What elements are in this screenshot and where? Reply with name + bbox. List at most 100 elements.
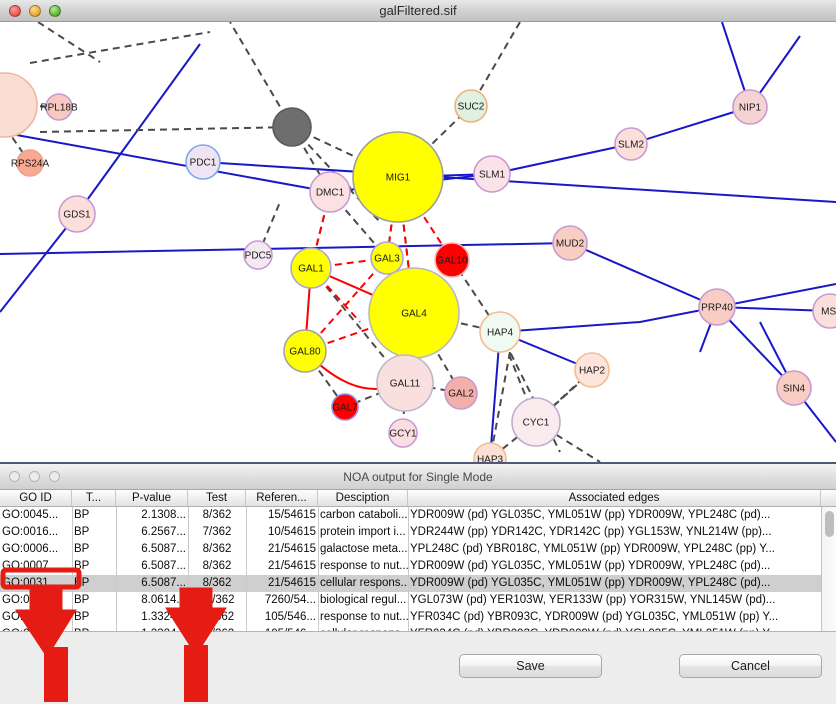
cell-description: response to nut... xyxy=(320,611,408,623)
cell-reference: 10/54615 xyxy=(268,526,316,538)
column-header-pvalue[interactable]: P-value xyxy=(116,490,188,506)
column-header-reference[interactable]: Referen... xyxy=(246,490,318,506)
network-node-mig1[interactable]: MIG1 xyxy=(352,131,444,223)
column-header-type[interactable]: T... xyxy=(72,490,116,506)
network-node-pdc1[interactable]: PDC1 xyxy=(185,144,221,180)
network-node-slm1[interactable]: SLM1 xyxy=(473,155,511,193)
table-row-selected[interactable]: GO:0031... BP 6.5087... 8/362 21/54615 cellul… xyxy=(0,575,836,592)
network-node-msi[interactable]: MSI xyxy=(812,293,836,329)
cell-pvalue: 6.5087... xyxy=(141,560,186,572)
cell-type: BP xyxy=(74,543,90,555)
table-body[interactable]: GO:0045... BP 2.1308... 8/362 15/54615 carbon… xyxy=(0,507,836,631)
column-header-go-id[interactable]: GO ID xyxy=(0,490,72,506)
network-node-gal7[interactable]: GAL7 xyxy=(331,393,359,421)
minimize-button[interactable] xyxy=(29,4,41,17)
table-row[interactable]: GO:0031... BP 1.3324... 11/362 105/546... res… xyxy=(0,609,836,626)
network-node-gal10[interactable]: GAL10 xyxy=(434,242,470,278)
network-node-unlabeled[interactable] xyxy=(272,107,312,147)
cell-type: BP xyxy=(74,577,90,589)
column-separator xyxy=(72,507,73,631)
cell-go-id: GO:0065... xyxy=(2,594,59,606)
network-node-hap3[interactable]: HAP3 xyxy=(473,442,507,462)
table-vertical-scrollbar[interactable] xyxy=(821,507,836,631)
network-node-gal80[interactable]: GAL80 xyxy=(283,329,327,373)
network-node-prp40[interactable]: PRP40 xyxy=(698,288,736,326)
cell-description: cellular respons... xyxy=(318,626,408,631)
network-node-gal2[interactable]: GAL2 xyxy=(444,376,478,410)
network-node-gal3[interactable]: GAL3 xyxy=(370,241,404,275)
network-node-gds1[interactable]: GDS1 xyxy=(58,195,96,233)
network-node-rpl18b[interactable]: RPL18B xyxy=(40,93,78,121)
noa-close-button[interactable] xyxy=(9,471,20,482)
cancel-button[interactable]: Cancel xyxy=(679,654,822,678)
column-header-description[interactable]: Desciption xyxy=(318,490,408,506)
table-row[interactable]: GO:0016... BP 6.2567... 7/362 10/54615 protei… xyxy=(0,524,836,541)
cell-type: BP xyxy=(74,611,90,623)
cell-test: 8/362 xyxy=(202,509,232,521)
cell-reference: 21/54615 xyxy=(268,577,316,589)
cell-description: biological regul... xyxy=(320,594,407,606)
noa-zoom-button[interactable] xyxy=(49,471,60,482)
column-separator xyxy=(116,507,117,631)
cell-description: protein import i... xyxy=(320,526,406,538)
cell-type: BP xyxy=(74,509,90,521)
cell-edges: YFR034C (pd) YBR093C, YDR009W (pd) YGL03… xyxy=(408,626,821,631)
cell-go-id: GO:0031... xyxy=(0,626,72,631)
cell-go-id: GO:0031... xyxy=(2,577,59,589)
network-node-gal11[interactable]: GAL11 xyxy=(376,354,434,412)
cell-test: 8/362 xyxy=(202,577,232,589)
cell-edges: YDR244W (pp) YDR142C, YDR142C (pp) YGL15… xyxy=(410,526,772,538)
cell-pvalue: 6.2567... xyxy=(141,526,186,538)
network-node-cyc1[interactable]: CYC1 xyxy=(511,397,561,447)
network-graph[interactable]: RPL18B RPS24A PDC1 GDS1 PDC5 SUC2 NIP1 SLM2 DMC1… xyxy=(0,22,836,462)
network-node-dmc1[interactable]: DMC1 xyxy=(309,171,351,213)
column-header-edges[interactable]: Associated edges xyxy=(408,490,821,506)
cell-description: response to nut... xyxy=(320,560,408,572)
table-row[interactable]: GO:0065... BP 8.0614... 94/362 7260/54... bio… xyxy=(0,592,836,609)
network-node-bigleft[interactable] xyxy=(0,72,38,138)
network-node-mud2[interactable]: MUD2 xyxy=(552,225,588,261)
network-node-sin4[interactable]: SIN4 xyxy=(776,370,812,406)
network-node-hap2[interactable]: HAP2 xyxy=(574,352,610,388)
network-node-gcy1[interactable]: GCY1 xyxy=(388,418,418,448)
network-node-pdc5[interactable]: PDC5 xyxy=(243,240,273,270)
noa-minimize-button[interactable] xyxy=(29,471,40,482)
results-table[interactable]: GO ID T... P-value Test Referen... Desciption… xyxy=(0,490,836,632)
column-separator xyxy=(246,507,247,631)
network-canvas[interactable]: RPL18B RPS24A PDC1 GDS1 PDC5 SUC2 NIP1 SLM2 DMC1… xyxy=(0,22,836,462)
table-row[interactable]: GO:0006... BP 6.5087... 8/362 21/54615 galact… xyxy=(0,541,836,558)
network-node-suc2[interactable]: SUC2 xyxy=(454,89,488,123)
column-separator xyxy=(408,507,409,631)
network-node-slm2[interactable]: SLM2 xyxy=(614,127,648,161)
cell-pvalue: 1.3324... xyxy=(116,626,188,631)
save-button[interactable]: Save xyxy=(459,654,602,678)
cell-type: BP xyxy=(72,626,116,631)
network-node-rps24a[interactable]: RPS24A xyxy=(11,149,50,177)
network-nodes[interactable]: RPL18B RPS24A PDC1 GDS1 PDC5 SUC2 NIP1 SLM2 DMC1… xyxy=(0,72,836,462)
cell-type: BP xyxy=(74,560,90,572)
table-row[interactable]: GO:0031...BP1.3324...11/362105/546...cel… xyxy=(0,626,836,631)
cell-reference: 15/54615 xyxy=(268,509,316,521)
table-row[interactable]: GO:0007... BP 6.5087... 8/362 21/54615 respon… xyxy=(0,558,836,575)
network-node-gal1[interactable]: GAL1 xyxy=(290,247,332,289)
table-row[interactable]: GO:0045... BP 2.1308... 8/362 15/54615 carbon… xyxy=(0,507,836,524)
cell-reference: 105/546... xyxy=(246,626,318,631)
cell-pvalue: 6.5087... xyxy=(141,577,186,589)
cell-pvalue: 1.3324... xyxy=(141,611,186,623)
cell-test: 8/362 xyxy=(202,560,232,572)
cell-type: BP xyxy=(74,526,90,538)
cell-type: BP xyxy=(74,594,90,606)
close-button[interactable] xyxy=(9,4,21,17)
network-node-hap4[interactable]: HAP4 xyxy=(479,311,521,353)
network-node-nip1[interactable]: NIP1 xyxy=(732,89,768,125)
cell-test: 7/362 xyxy=(202,526,232,538)
dialog-button-row: Save Cancel xyxy=(0,654,836,688)
column-header-test[interactable]: Test xyxy=(188,490,246,506)
scrollbar-thumb[interactable] xyxy=(825,511,834,537)
network-node-gal4[interactable]: GAL4 xyxy=(368,267,460,359)
cell-edges: YGL073W (pd) YER103W, YER133W (pp) YOR31… xyxy=(410,594,776,606)
cell-edges: YFR034C (pd) YBR093C, YDR009W (pd) YGL03… xyxy=(410,611,779,623)
cell-test: 11/362 xyxy=(188,626,246,631)
cell-test: 8/362 xyxy=(202,543,232,555)
zoom-button[interactable] xyxy=(49,4,61,17)
